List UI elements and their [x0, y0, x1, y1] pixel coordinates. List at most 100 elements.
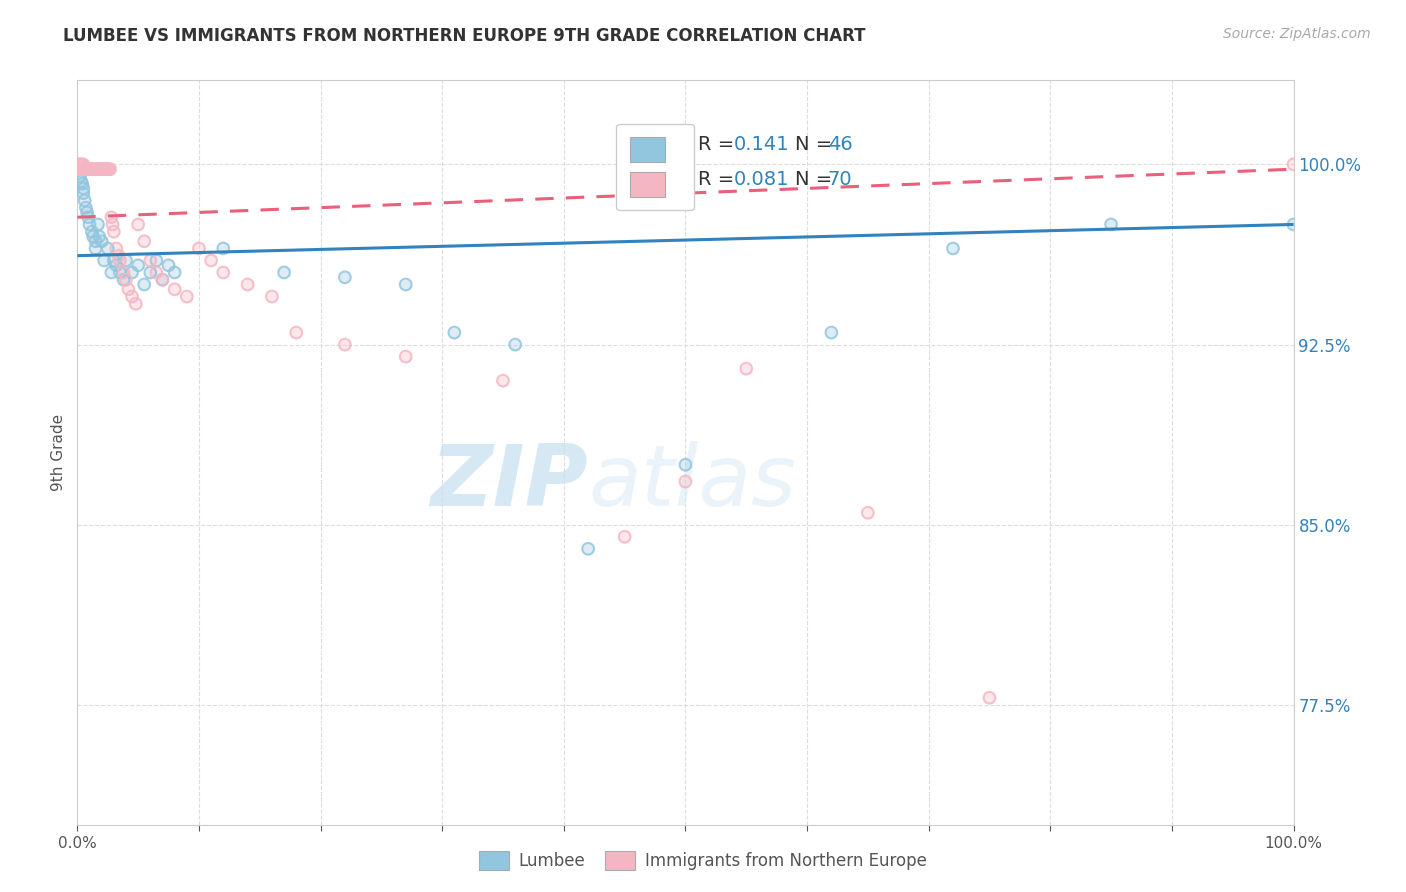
Point	[856, 506, 879, 520]
Point	[820, 326, 842, 340]
Point	[395, 350, 418, 364]
Point	[152, 273, 174, 287]
Point	[79, 162, 101, 177]
Point	[72, 186, 94, 201]
Point	[93, 162, 115, 177]
Point	[163, 282, 186, 296]
Text: ZIP: ZIP	[430, 441, 588, 524]
Point	[87, 162, 110, 177]
Point	[97, 162, 120, 177]
Point	[76, 162, 98, 177]
Point	[69, 157, 91, 171]
Point	[675, 475, 697, 489]
Point	[212, 242, 235, 256]
Point	[100, 265, 122, 279]
Point	[66, 162, 89, 177]
Text: LUMBEE VS IMMIGRANTS FROM NORTHERN EUROPE 9TH GRADE CORRELATION CHART: LUMBEE VS IMMIGRANTS FROM NORTHERN EUROP…	[63, 27, 866, 45]
Text: R =: R =	[697, 169, 740, 189]
Point	[69, 169, 91, 184]
Point	[333, 337, 356, 351]
Point	[76, 162, 98, 177]
Point	[73, 162, 96, 177]
Point	[98, 162, 121, 177]
Point	[93, 253, 115, 268]
Point	[127, 218, 149, 232]
Point	[942, 242, 965, 256]
Point	[87, 162, 110, 177]
Point	[86, 162, 108, 177]
Point	[157, 258, 180, 272]
Point	[70, 174, 93, 188]
Point	[856, 506, 879, 520]
Point	[72, 157, 94, 171]
Point	[395, 277, 418, 292]
Point	[73, 194, 96, 208]
Point	[125, 297, 148, 311]
Point	[76, 205, 98, 219]
Point	[103, 253, 125, 268]
Point	[134, 277, 156, 292]
Text: N =: N =	[794, 169, 838, 189]
Point	[103, 225, 125, 239]
Point	[79, 162, 101, 177]
Point	[735, 361, 758, 376]
Point	[67, 157, 90, 171]
Point	[69, 162, 91, 177]
Point	[492, 374, 515, 388]
Point	[90, 162, 112, 177]
Point	[979, 690, 1001, 705]
Point	[70, 177, 93, 191]
Point	[103, 225, 125, 239]
Point	[675, 475, 697, 489]
Point	[107, 249, 129, 263]
Point	[82, 229, 104, 244]
Point	[395, 277, 418, 292]
Point	[100, 211, 122, 225]
Point	[503, 337, 526, 351]
Point	[273, 265, 295, 279]
Point	[115, 253, 138, 268]
Point	[942, 242, 965, 256]
Point	[66, 162, 89, 177]
Point	[80, 162, 103, 177]
Point	[86, 162, 108, 177]
Point	[90, 162, 112, 177]
Point	[75, 162, 97, 177]
Point	[200, 253, 222, 268]
Text: 70: 70	[828, 169, 852, 189]
Point	[97, 162, 120, 177]
Point	[73, 194, 96, 208]
Point	[67, 162, 90, 177]
Point	[70, 157, 93, 171]
Point	[443, 326, 465, 340]
Point	[100, 265, 122, 279]
Point	[77, 162, 100, 177]
Point	[176, 289, 198, 303]
Point	[127, 258, 149, 272]
Point	[152, 273, 174, 287]
Point	[979, 690, 1001, 705]
Point	[101, 218, 124, 232]
Text: R =: R =	[697, 135, 740, 153]
Point	[163, 265, 186, 279]
Point	[75, 162, 97, 177]
Point	[333, 270, 356, 285]
Point	[145, 253, 167, 268]
Point	[675, 458, 697, 472]
Point	[260, 289, 283, 303]
Point	[80, 162, 103, 177]
Point	[76, 205, 98, 219]
Point	[236, 277, 259, 292]
Point	[72, 181, 94, 195]
Point	[333, 337, 356, 351]
Point	[79, 162, 101, 177]
Point	[108, 265, 131, 279]
Point	[112, 265, 135, 279]
Point	[1282, 157, 1305, 171]
Point	[139, 265, 162, 279]
Point	[163, 282, 186, 296]
Point	[67, 162, 90, 177]
Point	[72, 181, 94, 195]
Point	[152, 273, 174, 287]
Text: 46: 46	[828, 135, 852, 153]
